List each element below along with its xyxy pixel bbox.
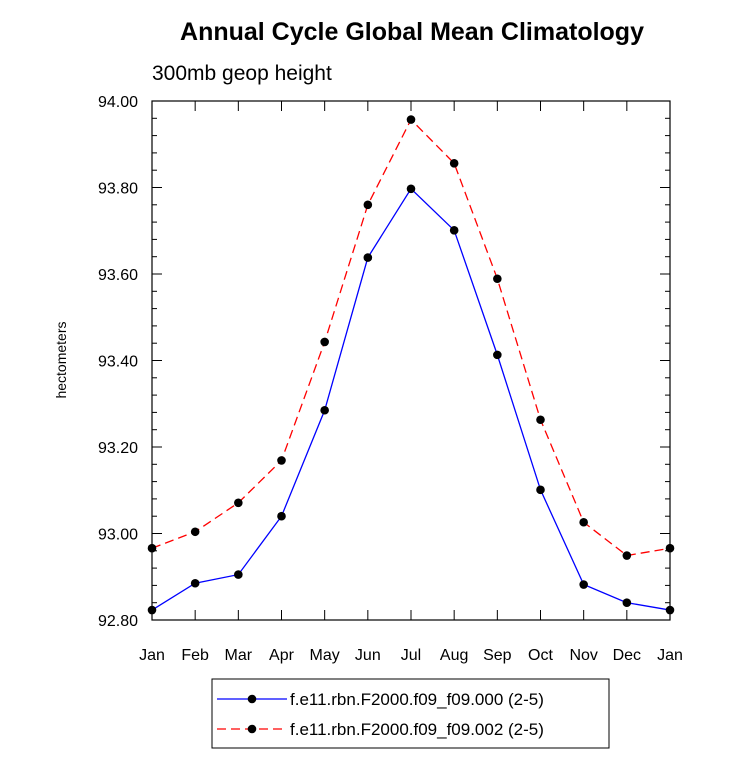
series-2-point (493, 274, 502, 284)
x-tick-labels: Jan Feb Mar Apr May Jun Jul Aug Sep Oct Nov Dec Jan (139, 647, 683, 664)
series-1-point (493, 350, 502, 360)
legend: f.e11.rbn.F2000.f09_f09.000 (2-5) f.e11.r… (211, 678, 610, 749)
series-2-point (234, 498, 243, 508)
x-tick-label: Mar (225, 647, 253, 664)
legend-marker-1 (247, 694, 257, 704)
y-tick-label: 93.00 (98, 527, 138, 544)
x-tick-label: Oct (528, 647, 553, 664)
series-lines (151, 118, 671, 611)
series-2-point (449, 158, 459, 168)
x-tick-label: May (310, 647, 340, 664)
series-1-point (320, 405, 329, 415)
series-line-1 (151, 187, 671, 611)
plot-area-frame (151, 100, 671, 621)
series-1-point (579, 580, 588, 589)
y-tick-label: 93.20 (98, 440, 138, 457)
x-tick-label: Jan (139, 647, 165, 664)
x-tick-label: Aug (440, 647, 468, 664)
legend-box (211, 678, 610, 749)
series-1-point (190, 578, 200, 588)
y-tick-label: 93.40 (98, 354, 138, 371)
y-tick-label: 94.00 (98, 94, 138, 111)
legend-entry-1: f.e11.rbn.F2000.f09_f09.000 (2-5) (290, 690, 544, 709)
series-1-point (234, 570, 243, 579)
series-1-point (277, 511, 286, 521)
series-1-point (536, 485, 545, 495)
x-tick-label: Feb (181, 647, 209, 664)
series-1-point (449, 226, 459, 235)
series-1-point (622, 598, 632, 607)
x-tick-label: Apr (269, 647, 295, 664)
axis-ticks (151, 100, 671, 621)
legend-entry-2: f.e11.rbn.F2000.f09_f09.002 (2-5) (290, 720, 544, 739)
chart-title: Annual Cycle Global Mean Climatology (180, 18, 644, 46)
series-2-point (406, 115, 416, 124)
series-2-point (536, 415, 545, 425)
series-1-point (363, 253, 373, 262)
series-1-point (406, 184, 416, 194)
x-tick-label: Dec (613, 647, 641, 664)
y-tick-label: 92.80 (98, 613, 138, 630)
series-2-point (320, 337, 329, 347)
series-2-point (277, 456, 286, 465)
y-tick-label: 93.80 (98, 181, 138, 198)
x-tick-label: Sep (483, 647, 512, 664)
legend-marker-2 (247, 724, 257, 734)
x-tick-label: Nov (569, 647, 597, 664)
y-tick-labels: 92.80 93.00 93.20 93.40 93.60 93.80 94.00 (98, 94, 138, 630)
chart-subtitle: 300mb geop height (152, 62, 332, 85)
series-2-point (622, 551, 632, 560)
series-2-point (190, 527, 200, 537)
series-points (147, 115, 675, 615)
x-tick-label: Jul (401, 647, 421, 664)
y-axis-label: hectometers (53, 321, 69, 398)
x-tick-label: Jun (355, 647, 381, 664)
x-tick-label: Jan (657, 647, 683, 664)
series-2-point (579, 517, 588, 527)
series-2-point (363, 200, 373, 210)
y-tick-label: 93.60 (98, 267, 138, 284)
